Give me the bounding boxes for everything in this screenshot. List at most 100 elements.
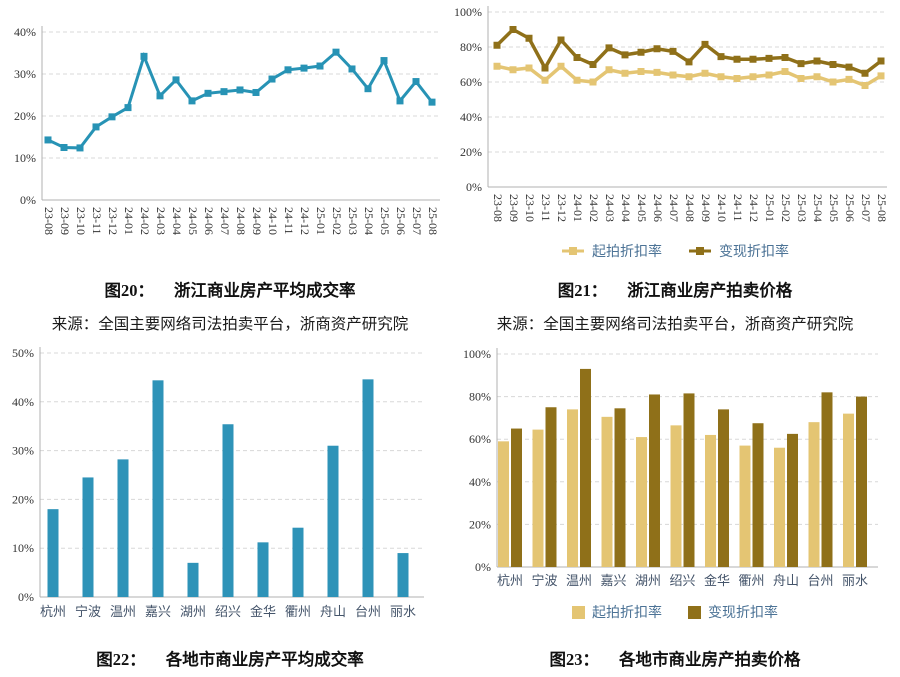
svg-text:25-04: 25-04 xyxy=(362,207,376,235)
svg-text:24-02: 24-02 xyxy=(138,207,152,235)
fig23-legend-item-realized-discount: 变现折扣率 xyxy=(688,602,778,622)
svg-text:40%: 40% xyxy=(460,110,482,124)
svg-text:24-04: 24-04 xyxy=(170,207,184,235)
svg-text:24-05: 24-05 xyxy=(635,194,649,222)
svg-text:24-04: 24-04 xyxy=(619,194,633,222)
svg-text:衢州: 衢州 xyxy=(285,604,311,619)
fig21-caption-title: 浙江商业房产拍卖价格 xyxy=(627,281,793,300)
svg-text:25-06: 25-06 xyxy=(394,207,408,235)
svg-text:25-01: 25-01 xyxy=(763,194,777,222)
fig23-legend-label-start: 起拍折扣率 xyxy=(592,606,662,621)
svg-text:24-11: 24-11 xyxy=(282,207,296,235)
fig23-caption: 图23： 各地市商业房产拍卖价格 xyxy=(450,646,900,670)
svg-text:23-09: 23-09 xyxy=(507,194,521,222)
svg-text:23-08: 23-08 xyxy=(42,207,56,235)
svg-text:25-04: 25-04 xyxy=(811,194,825,222)
svg-text:60%: 60% xyxy=(460,75,482,89)
line-marker-icon xyxy=(562,247,584,255)
svg-text:丽水: 丽水 xyxy=(842,573,868,588)
fig20-caption-number: 图20： xyxy=(104,281,155,300)
svg-text:40%: 40% xyxy=(14,25,36,39)
svg-text:丽水: 丽水 xyxy=(390,604,416,619)
fig21-legend: 起拍折扣率 变现折扣率 xyxy=(450,241,900,261)
svg-text:25-02: 25-02 xyxy=(779,194,793,222)
svg-text:23-11: 23-11 xyxy=(539,194,553,222)
svg-text:24-08: 24-08 xyxy=(683,194,697,222)
svg-text:23-11: 23-11 xyxy=(90,207,104,235)
svg-text:24-03: 24-03 xyxy=(154,207,168,235)
svg-text:嘉兴: 嘉兴 xyxy=(600,573,626,588)
svg-text:宁波: 宁波 xyxy=(75,604,101,619)
svg-text:24-02: 24-02 xyxy=(587,194,601,222)
svg-text:24-06: 24-06 xyxy=(651,194,665,222)
svg-text:24-10: 24-10 xyxy=(715,194,729,222)
svg-text:绍兴: 绍兴 xyxy=(669,573,695,588)
svg-text:24-08: 24-08 xyxy=(234,207,248,235)
svg-text:杭州: 杭州 xyxy=(40,604,66,619)
svg-text:24-09: 24-09 xyxy=(699,194,713,222)
svg-text:金华: 金华 xyxy=(250,604,276,619)
fig21-source: 来源：全国主要网络司法拍卖平台，浙商资产研究院 xyxy=(496,316,854,333)
line-marker-icon xyxy=(689,247,711,255)
fig23-bar-chart: 0% 20% 40% 60% 80% 100% 杭州 宁波 温州 嘉兴 湖州 绍兴 金华 衢州 舟山 台州 丽水 xyxy=(463,347,878,588)
fig20-caption-title: 浙江商业房产平均成交率 xyxy=(174,281,356,300)
svg-text:23-09: 23-09 xyxy=(58,207,72,235)
svg-text:24-11: 24-11 xyxy=(731,194,745,222)
svg-text:20%: 20% xyxy=(12,492,34,506)
fig23-caption-title: 各地市商业房产拍卖价格 xyxy=(619,650,801,669)
fig21-legend-item-realized-discount: 变现折扣率 xyxy=(688,241,789,261)
svg-text:24-10: 24-10 xyxy=(266,207,280,235)
fig21-legend-label-start: 起拍折扣率 xyxy=(592,245,662,260)
svg-text:23-12: 23-12 xyxy=(555,194,569,222)
svg-text:25-01: 25-01 xyxy=(314,207,328,235)
square-swatch-icon xyxy=(572,605,585,619)
fig20-line-chart: 0%10%20%30%40%23-08 23-09 23-10 23-11 23-12 2… xyxy=(14,25,440,235)
svg-text:温州: 温州 xyxy=(566,573,592,588)
square-swatch-icon xyxy=(688,605,701,619)
svg-text:25-08: 25-08 xyxy=(426,207,440,235)
svg-text:湖州: 湖州 xyxy=(635,573,661,588)
svg-text:台州: 台州 xyxy=(355,604,381,619)
fig23-legend-label-realized: 变现折扣率 xyxy=(708,606,778,621)
svg-text:24-07: 24-07 xyxy=(667,194,681,222)
svg-text:20%: 20% xyxy=(14,109,36,123)
svg-text:30%: 30% xyxy=(12,444,34,458)
svg-text:温州: 温州 xyxy=(110,604,136,619)
fig22-bar-chart: 0% 10% 20% 30% 40% 50% 杭州 宁波 温州 嘉兴 湖州 绍兴 金华 衢州 舟山 台州 丽水 xyxy=(12,346,424,619)
svg-text:湖州: 湖州 xyxy=(180,604,206,619)
svg-text:23-10: 23-10 xyxy=(523,194,537,222)
fig23-legend: 起拍折扣率 变现折扣率 xyxy=(450,602,900,622)
svg-text:80%: 80% xyxy=(469,390,491,404)
svg-text:24-07: 24-07 xyxy=(218,207,232,235)
svg-text:23-10: 23-10 xyxy=(74,207,88,235)
fig22-caption: 图22： 各地市商业房产平均成交率 xyxy=(0,646,460,670)
svg-text:24-06: 24-06 xyxy=(202,207,216,235)
svg-text:40%: 40% xyxy=(12,395,34,409)
svg-text:25-03: 25-03 xyxy=(346,207,360,235)
svg-text:100%: 100% xyxy=(454,5,482,19)
svg-text:0%: 0% xyxy=(475,560,491,574)
svg-text:10%: 10% xyxy=(14,151,36,165)
svg-text:25-06: 25-06 xyxy=(843,194,857,222)
svg-text:杭州: 杭州 xyxy=(497,573,523,588)
svg-text:40%: 40% xyxy=(469,475,491,489)
svg-text:24-09: 24-09 xyxy=(250,207,264,235)
svg-text:宁波: 宁波 xyxy=(531,573,557,588)
svg-text:台州: 台州 xyxy=(807,573,833,588)
svg-text:衢州: 衢州 xyxy=(738,573,764,588)
svg-text:60%: 60% xyxy=(469,432,491,446)
svg-text:25-08: 25-08 xyxy=(875,194,889,222)
svg-text:25-05: 25-05 xyxy=(827,194,841,222)
fig22-caption-number: 图22： xyxy=(96,650,146,669)
fig21-line-chart: 0% 20% 40% 60% 80% 100% 23-08 23-09 23-10 23-11 23… xyxy=(454,5,889,222)
svg-text:24-01: 24-01 xyxy=(571,194,585,222)
svg-text:24-03: 24-03 xyxy=(603,194,617,222)
svg-text:金华: 金华 xyxy=(704,573,730,588)
fig21-legend-item-start-discount: 起拍折扣率 xyxy=(561,241,662,261)
fig23-caption-number: 图23： xyxy=(549,650,600,669)
svg-text:0%: 0% xyxy=(466,180,482,194)
svg-text:24-01: 24-01 xyxy=(122,207,136,235)
fig20-source: 来源：全国主要网络司法拍卖平台，浙商资产研究院 xyxy=(51,316,409,333)
svg-text:23-12: 23-12 xyxy=(106,207,120,235)
